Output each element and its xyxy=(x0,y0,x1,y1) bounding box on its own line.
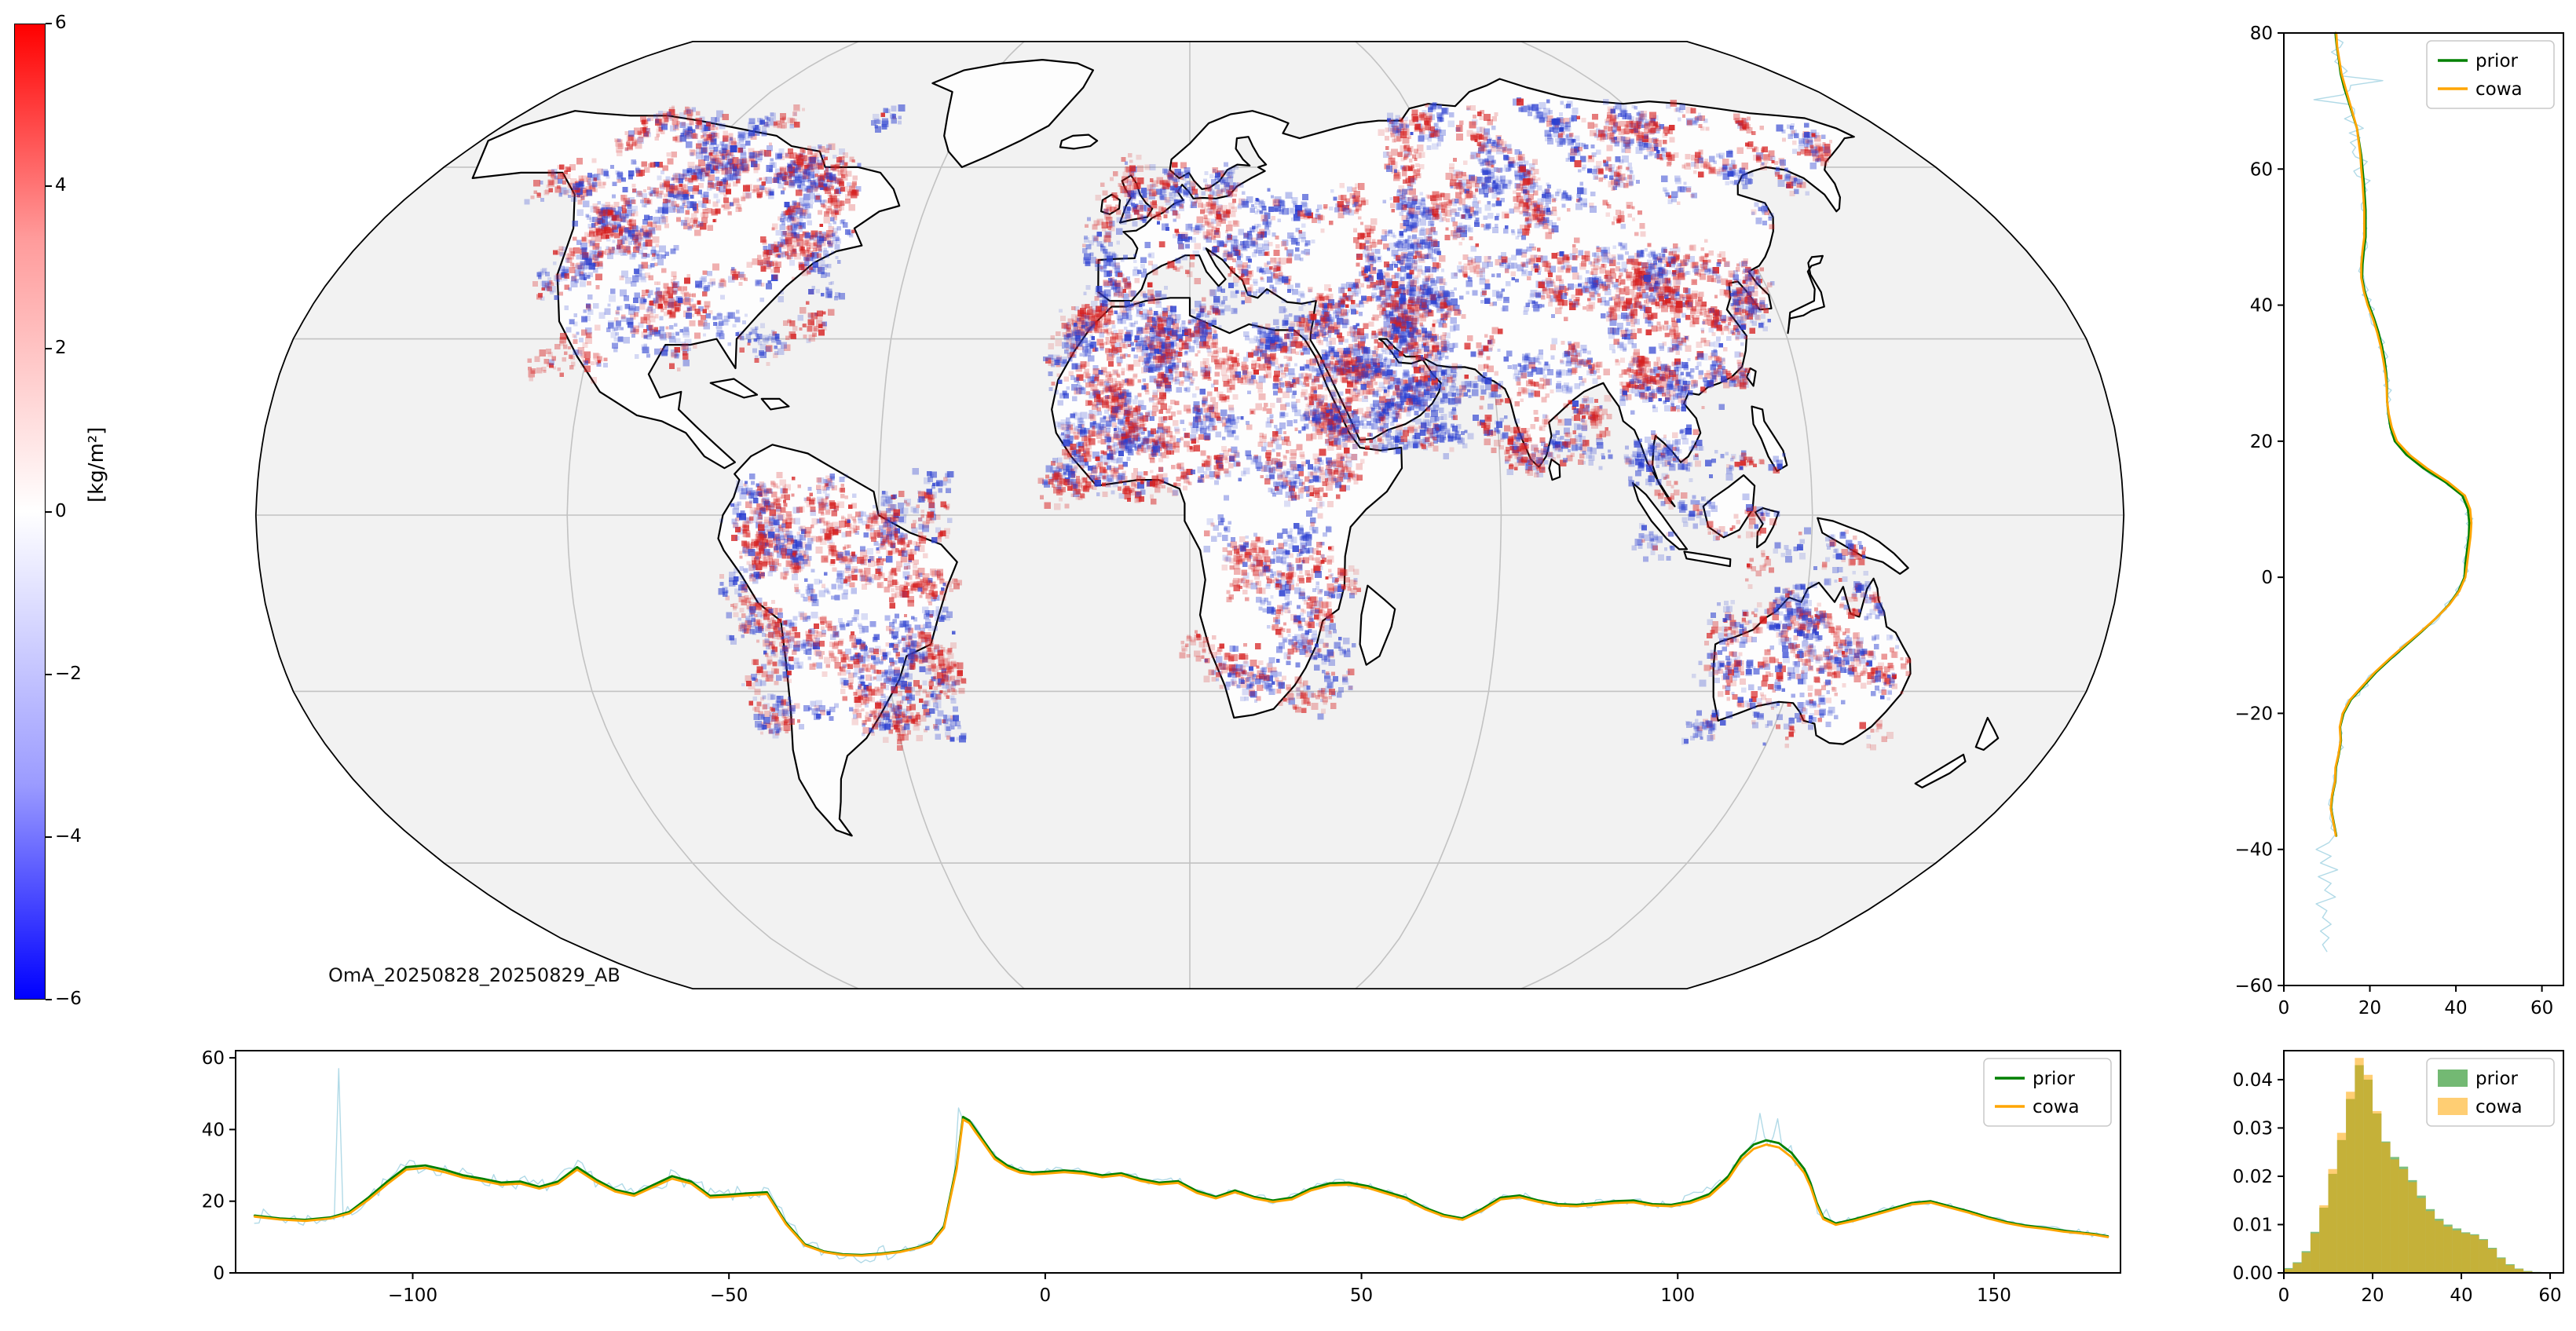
colorbar-tickmark xyxy=(46,185,52,188)
meridional-legend-label: prior xyxy=(2033,1069,2076,1089)
coastline-philippines xyxy=(1751,405,1788,472)
histogram-xtick-label: 40 xyxy=(2450,1285,2472,1306)
meridional-xtick-label: −50 xyxy=(710,1285,748,1306)
colorbar-tickmark xyxy=(46,999,52,1000)
colorbar-tickmark xyxy=(46,673,52,675)
meridional-axes: −100 −50 0 50 100 150 0 20 40 60 xyxy=(202,1048,2121,1306)
histogram-ytick-label: 0.00 xyxy=(2233,1263,2273,1284)
coastline-japan xyxy=(1787,254,1825,335)
histogram-legend: prior cowa xyxy=(2426,1058,2555,1127)
map-anomaly-speckles xyxy=(524,97,1912,751)
colorbar-tick-label: 2 xyxy=(55,338,67,359)
coastline-new-zealand-south xyxy=(1914,753,1967,788)
meridional-ytick-label: 40 xyxy=(202,1120,225,1140)
histogram-legend-label: prior xyxy=(2475,1069,2519,1089)
coastline-north-america xyxy=(471,110,901,470)
zonal-ytick-label: −60 xyxy=(2234,976,2273,996)
histogram-ytick-label: 0.04 xyxy=(2233,1070,2273,1091)
colorbar-tick-label: 6 xyxy=(55,13,67,33)
zonal-ytick-label: −20 xyxy=(2234,704,2273,724)
histogram-legend-label: cowa xyxy=(2475,1097,2523,1117)
zonal-ytick-label: −40 xyxy=(2234,840,2273,861)
zonal-frame xyxy=(2283,32,2564,986)
coastline-cuba xyxy=(709,378,759,399)
zonal-xtick-label: 60 xyxy=(2530,998,2553,1018)
zonal-legend-label: cowa xyxy=(2475,79,2523,100)
meridional-legend-label: cowa xyxy=(2033,1097,2080,1117)
meridional-xtick-label: 50 xyxy=(1350,1285,1373,1306)
coastline-greenland xyxy=(931,59,1094,168)
coastline-sri-lanka xyxy=(1548,458,1561,481)
colorbar-gradient xyxy=(14,24,46,1000)
colorbar-tick-label: −4 xyxy=(55,825,82,847)
meridional-ytick-label: 20 xyxy=(202,1192,225,1212)
coastline-new-zealand-north xyxy=(1974,716,2000,751)
colorbar-tick-label: 0 xyxy=(55,500,67,521)
colorbar-tickmark xyxy=(46,23,52,24)
zonal-legend-label: prior xyxy=(2475,51,2519,71)
colorbar-tickmark xyxy=(46,348,52,350)
zonal-xtick-label: 20 xyxy=(2358,998,2381,1018)
colorbar-tickmark xyxy=(46,836,52,838)
histogram-cowa-bars xyxy=(2284,1058,2551,1273)
coastline-iceland xyxy=(1059,133,1099,150)
coastline-south-america xyxy=(717,444,958,837)
histogram-xtick-label: 60 xyxy=(2538,1285,2561,1306)
zonal-ytick-label: 40 xyxy=(2250,296,2273,316)
zonal-legend: prior cowa xyxy=(2426,40,2555,109)
map-boundary xyxy=(254,41,2125,989)
meridional-ytick-label: 0 xyxy=(213,1263,225,1284)
histogram-xtick-label: 20 xyxy=(2361,1285,2384,1306)
zonal-ytick-label: 60 xyxy=(2250,159,2273,180)
map-annotation: OmA_20250828_20250829_AB xyxy=(328,964,620,986)
meridional-frame xyxy=(235,1050,2121,1274)
meridional-cowa-line xyxy=(253,1118,2109,1257)
coastline-java xyxy=(1683,550,1732,568)
histogram-xtick-label: 0 xyxy=(2278,1285,2290,1306)
zonal-xtick-label: 0 xyxy=(2278,998,2290,1018)
coastline-madagascar xyxy=(1359,584,1396,666)
meridional-legend: prior cowa xyxy=(1983,1058,2112,1127)
histogram-ytick-label: 0.01 xyxy=(2233,1215,2273,1235)
world-map-panel xyxy=(254,41,2125,989)
zonal-cowa-line xyxy=(2329,31,2473,837)
coastline-hispaniola xyxy=(760,397,790,411)
zonal-ytick-label: 20 xyxy=(2250,432,2273,452)
colorbar-tickmark xyxy=(46,510,52,513)
meridional-xtick-label: −100 xyxy=(388,1285,437,1306)
meridional-xtick-label: 0 xyxy=(1040,1285,1052,1306)
meridional-xtick-label: 150 xyxy=(1977,1285,2011,1306)
zonal-axes: 0 20 40 60 80 60 40 20 0 −20 −40 −60 xyxy=(2234,24,2564,1018)
histogram-axes: 0 20 40 60 0.00 0.01 0.02 0.03 0.04 xyxy=(2233,1050,2564,1306)
histogram-ytick-label: 0.03 xyxy=(2233,1118,2273,1139)
zonal-ytick-label: 0 xyxy=(2261,568,2273,588)
colorbar-tick-label: −2 xyxy=(55,663,82,684)
zonal-xtick-label: 40 xyxy=(2444,998,2467,1018)
histogram-frame xyxy=(2283,1050,2564,1274)
colorbar-tick-label: −6 xyxy=(55,989,82,1009)
coastline-borneo xyxy=(1702,474,1756,539)
meridional-ytick-label: 60 xyxy=(202,1048,225,1069)
colorbar-tick-label: 4 xyxy=(55,175,67,196)
histogram-ytick-label: 0.02 xyxy=(2233,1167,2273,1187)
meridional-xtick-label: 100 xyxy=(1660,1285,1695,1306)
zonal-ytick-label: 80 xyxy=(2250,24,2273,44)
